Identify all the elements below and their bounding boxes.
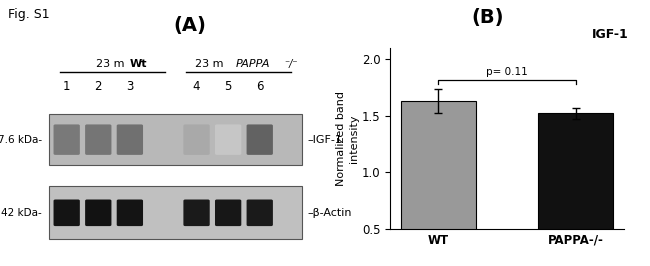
- FancyBboxPatch shape: [246, 124, 273, 155]
- FancyBboxPatch shape: [215, 124, 241, 155]
- FancyBboxPatch shape: [49, 186, 302, 239]
- FancyBboxPatch shape: [53, 200, 80, 226]
- Text: (A): (A): [173, 16, 206, 35]
- Text: –IGF-1: –IGF-1: [307, 135, 342, 145]
- Text: ⁻/⁻: ⁻/⁻: [285, 59, 298, 69]
- FancyBboxPatch shape: [85, 124, 111, 155]
- FancyBboxPatch shape: [49, 114, 302, 165]
- Y-axis label: Normalized band
intensity: Normalized band intensity: [335, 91, 359, 186]
- FancyBboxPatch shape: [183, 200, 210, 226]
- Text: (B): (B): [471, 8, 504, 27]
- Text: 3: 3: [126, 80, 133, 93]
- Text: Wt: Wt: [130, 59, 148, 69]
- FancyBboxPatch shape: [246, 200, 273, 226]
- Text: 1: 1: [63, 80, 70, 93]
- FancyBboxPatch shape: [117, 124, 143, 155]
- Text: 5: 5: [224, 80, 232, 93]
- Text: Fig. S1: Fig. S1: [8, 8, 49, 21]
- FancyBboxPatch shape: [215, 200, 241, 226]
- Text: 6: 6: [256, 80, 263, 93]
- Text: 42 kDa-: 42 kDa-: [1, 208, 42, 218]
- FancyBboxPatch shape: [53, 124, 80, 155]
- Text: –β-Actin: –β-Actin: [307, 208, 352, 218]
- Text: PAPPA: PAPPA: [235, 59, 270, 69]
- FancyBboxPatch shape: [85, 200, 111, 226]
- FancyBboxPatch shape: [117, 200, 143, 226]
- Bar: [538, 114, 614, 266]
- Text: 23 m: 23 m: [96, 59, 128, 69]
- Text: 2: 2: [94, 80, 102, 93]
- Text: p= 0.11: p= 0.11: [486, 67, 528, 77]
- Bar: [400, 101, 476, 266]
- Text: 7.6 kDa-: 7.6 kDa-: [0, 135, 42, 145]
- Text: IGF-1: IGF-1: [592, 28, 629, 41]
- Text: 4: 4: [193, 80, 200, 93]
- Text: 23 m: 23 m: [194, 59, 227, 69]
- FancyBboxPatch shape: [183, 124, 210, 155]
